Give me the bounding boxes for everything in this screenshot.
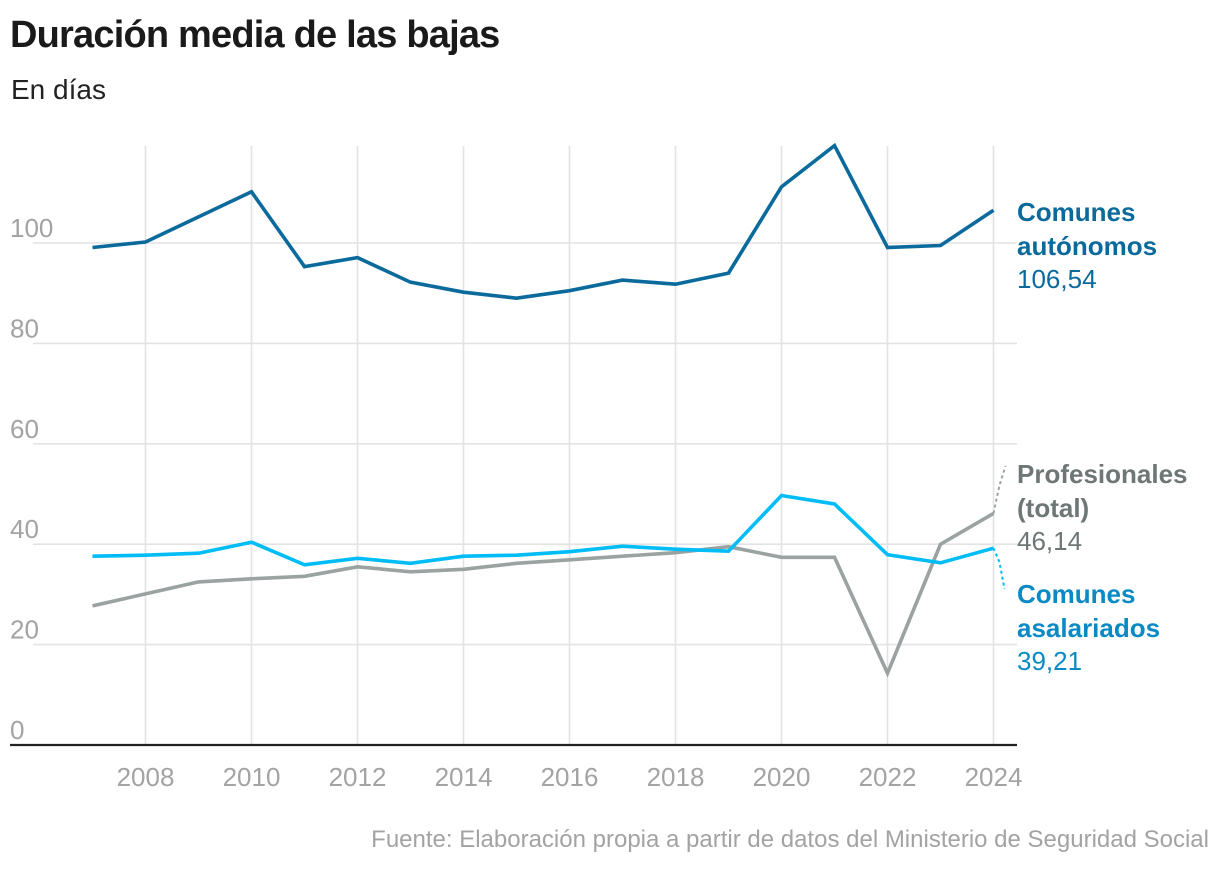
y-tick-label: 60 bbox=[10, 414, 39, 444]
series-last-value-label: 39,21 bbox=[1017, 646, 1082, 676]
series-label-name: asalariados bbox=[1017, 613, 1160, 643]
series-label-name: autónomos bbox=[1017, 231, 1157, 261]
x-tick-label: 2020 bbox=[753, 762, 811, 792]
series-line-comunes-asalariados bbox=[92, 493, 994, 567]
x-tick-label: 2008 bbox=[117, 762, 175, 792]
x-axis-tick-labels: 2008 2010 2012 2014 2016 2018 2020 2022 2024 bbox=[117, 762, 1023, 792]
series-label-name: Profesionales bbox=[1017, 459, 1188, 489]
series-line-profesionales-total- bbox=[92, 511, 995, 678]
y-gridlines bbox=[33, 242, 1017, 646]
series-label-profesionales-total-: Profesionales (total)46,14 bbox=[1017, 459, 1188, 556]
series-lines bbox=[92, 142, 995, 678]
series-label-name: (total) bbox=[1017, 493, 1089, 523]
series-line-comunes-aut-nomos bbox=[92, 142, 995, 301]
chart-subtitle: En días bbox=[11, 74, 106, 105]
chart-title: Duración media de las bajas bbox=[10, 14, 500, 56]
y-tick-label: 20 bbox=[10, 615, 39, 645]
y-axis-tick-labels: 0 20 40 60 80 100 bbox=[10, 213, 53, 745]
series-last-value-label: 46,14 bbox=[1017, 526, 1082, 556]
y-tick-label: 0 bbox=[10, 715, 24, 745]
leader-line-comunes-asalariados bbox=[992, 547, 1006, 590]
series-label-name: Comunes bbox=[1017, 197, 1135, 227]
x-gridlines bbox=[144, 146, 995, 745]
series-last-value-label: 106,54 bbox=[1017, 264, 1097, 294]
x-tick-label: 2018 bbox=[647, 762, 705, 792]
x-tick-label: 2024 bbox=[965, 762, 1023, 792]
label-leader-lines bbox=[992, 465, 1007, 590]
x-tick-label: 2010 bbox=[223, 762, 281, 792]
leader-line-profesionales bbox=[992, 465, 1007, 514]
y-tick-label: 100 bbox=[10, 213, 53, 243]
y-tick-label: 80 bbox=[10, 313, 39, 343]
series-label-name: Comunes bbox=[1017, 579, 1135, 609]
x-tick-label: 2022 bbox=[859, 762, 917, 792]
y-tick-label: 40 bbox=[10, 514, 39, 544]
x-tick-label: 2012 bbox=[329, 762, 387, 792]
x-tick-label: 2016 bbox=[541, 762, 599, 792]
x-tick-label: 2014 bbox=[435, 762, 493, 792]
source-note: Fuente: Elaboración propia a partir de d… bbox=[371, 826, 1209, 853]
